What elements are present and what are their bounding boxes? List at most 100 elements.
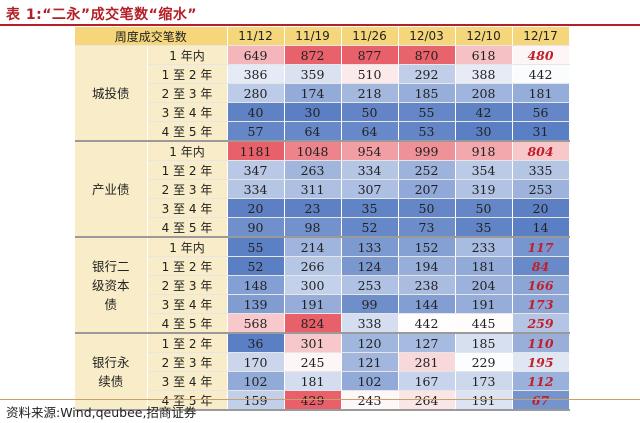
table-body: 城投债 1 年内 649 872 877 870 618 480 1 至 2 年 386 359 51… (75, 45, 570, 411)
value-cell: 166 (512, 275, 570, 295)
value-cell: 259 (512, 313, 570, 334)
maturity-bucket: 4 至 5 年 (147, 390, 228, 411)
table-row: 4 至 5 年 159 429 243 264 191 67 (75, 390, 570, 411)
value-cell: 50 (341, 102, 399, 122)
table-row: 2 至 3 年 148 300 253 238 204 166 (75, 275, 570, 295)
header-date: 11/12 (227, 27, 285, 46)
value-cell: 23 (284, 198, 342, 218)
value-cell: 35 (455, 217, 513, 238)
value-cell: 57 (227, 121, 285, 142)
value-cell: 52 (341, 217, 399, 238)
value-cell: 243 (341, 390, 399, 411)
value-cell: 124 (341, 256, 399, 276)
value-cell: 388 (455, 64, 513, 84)
header-date: 12/10 (455, 27, 513, 46)
maturity-bucket: 2 至 3 年 (147, 275, 228, 295)
value-cell: 112 (512, 371, 570, 391)
title-underline (0, 24, 640, 26)
value-cell: 264 (398, 390, 456, 411)
value-cell: 56 (512, 102, 570, 122)
value-cell: 245 (284, 352, 342, 372)
value-cell: 20 (512, 198, 570, 218)
value-cell: 55 (227, 237, 285, 257)
value-cell: 266 (284, 256, 342, 276)
value-cell: 90 (227, 217, 285, 238)
value-cell: 191 (455, 390, 513, 411)
table-row: 4 至 5 年 568 824 338 442 445 259 (75, 313, 570, 334)
maturity-bucket: 2 至 3 年 (147, 179, 228, 199)
maturity-bucket: 3 至 4 年 (147, 198, 228, 218)
value-cell: 334 (227, 179, 285, 199)
value-cell: 386 (227, 64, 285, 84)
maturity-bucket: 1 至 2 年 (147, 64, 228, 84)
maturity-bucket: 4 至 5 年 (147, 313, 228, 334)
value-cell: 102 (227, 371, 285, 391)
value-cell: 73 (398, 217, 456, 238)
table-row: 产业债 1 年内 1181 1048 954 999 918 804 (75, 141, 570, 238)
value-cell: 204 (455, 275, 513, 295)
table-row: 银行二 级资本债 1 年内 55 214 133 152 233 117 (75, 237, 570, 334)
group-label: 产业债 (75, 141, 148, 238)
value-cell: 307 (341, 179, 399, 199)
table-row: 2 至 3 年 280 174 218 185 208 181 (75, 83, 570, 103)
value-cell: 253 (512, 179, 570, 199)
value-cell: 334 (341, 160, 399, 180)
value-cell: 102 (341, 371, 399, 391)
value-cell: 804 (512, 141, 570, 161)
value-cell: 121 (341, 352, 399, 372)
table-row: 2 至 3 年 170 245 121 281 229 195 (75, 352, 570, 372)
value-cell: 229 (455, 352, 513, 372)
header-date: 12/17 (512, 27, 570, 46)
value-cell: 319 (455, 179, 513, 199)
value-cell: 64 (284, 121, 342, 142)
value-cell: 338 (341, 313, 399, 334)
group-label: 银行永 续债 (75, 333, 148, 411)
value-cell: 191 (455, 294, 513, 314)
value-cell: 133 (341, 237, 399, 257)
value-cell: 152 (398, 237, 456, 257)
header-date: 12/03 (398, 27, 456, 46)
maturity-bucket: 3 至 4 年 (147, 371, 228, 391)
table-row: 城投债 1 年内 649 872 877 870 618 480 (75, 45, 570, 142)
value-cell: 510 (341, 64, 399, 84)
value-cell: 159 (227, 390, 285, 411)
value-cell: 181 (455, 256, 513, 276)
value-cell: 354 (455, 160, 513, 180)
value-cell: 185 (398, 83, 456, 103)
value-cell: 252 (398, 160, 456, 180)
value-cell: 173 (512, 294, 570, 314)
table-row: 1 至 2 年 52 266 124 194 181 84 (75, 256, 570, 276)
value-cell: 148 (227, 275, 285, 295)
value-cell: 117 (512, 237, 570, 257)
value-cell: 194 (398, 256, 456, 276)
value-cell: 877 (341, 45, 399, 65)
trade-count-table: 周度成交笔数 11/12 11/19 11/26 12/03 12/10 12/… (75, 27, 570, 411)
value-cell: 127 (398, 333, 456, 353)
group-label: 银行二 级资本债 (75, 237, 148, 334)
value-cell: 181 (512, 83, 570, 103)
table-row: 银行永 续债 1 至 2 年 36 301 120 127 185 110 (75, 333, 570, 411)
value-cell: 64 (341, 121, 399, 142)
value-cell: 281 (398, 352, 456, 372)
value-cell: 918 (455, 141, 513, 161)
value-cell: 292 (398, 64, 456, 84)
value-cell: 52 (227, 256, 285, 276)
value-cell: 98 (284, 217, 342, 238)
value-cell: 167 (398, 371, 456, 391)
maturity-bucket: 1 至 2 年 (147, 160, 228, 180)
value-cell: 207 (398, 179, 456, 199)
value-cell: 50 (398, 198, 456, 218)
maturity-bucket: 1 至 2 年 (147, 333, 228, 353)
group-label: 城投债 (75, 45, 148, 142)
maturity-bucket: 3 至 4 年 (147, 294, 228, 314)
source-divider (0, 399, 640, 400)
value-cell: 442 (398, 313, 456, 334)
value-cell: 120 (341, 333, 399, 353)
table-row: 4 至 5 年 57 64 64 53 30 31 (75, 121, 570, 142)
trade-count-table-container: 周度成交笔数 11/12 11/19 11/26 12/03 12/10 12/… (75, 27, 570, 411)
value-cell: 618 (455, 45, 513, 65)
table-title: 表 1:“二永”成交笔数“缩水” (6, 7, 198, 23)
value-cell: 170 (227, 352, 285, 372)
value-cell: 84 (512, 256, 570, 276)
value-cell: 870 (398, 45, 456, 65)
